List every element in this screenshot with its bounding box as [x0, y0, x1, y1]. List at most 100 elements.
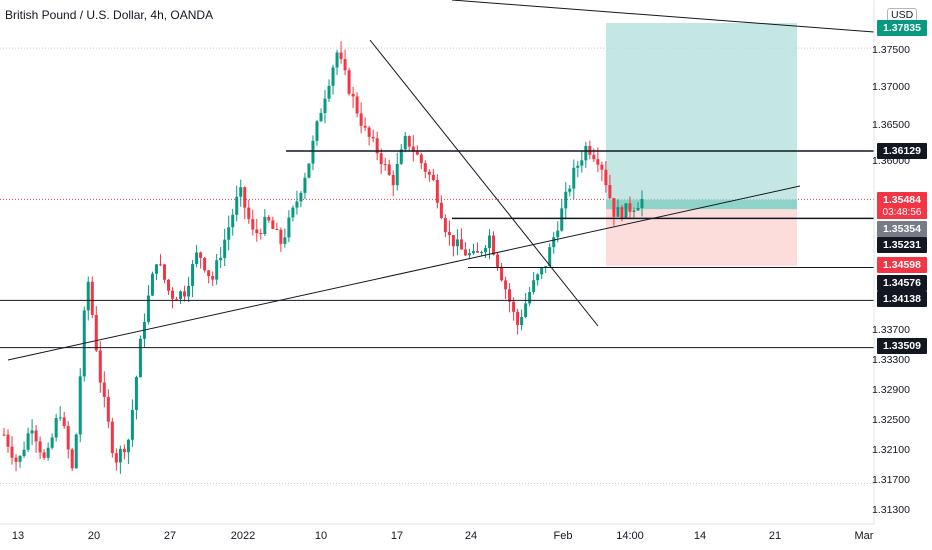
descending-trendline[interactable] — [369, 39, 599, 327]
time-axis-label: 13 — [11, 530, 25, 542]
time-axis-label: Feb — [553, 530, 573, 542]
candle-bear — [600, 164, 604, 170]
drawn-lines[interactable] — [0, 0, 875, 361]
candle-bull — [319, 113, 323, 122]
price-axis-label: 1.33300 — [872, 354, 910, 366]
resistance-high-tag[interactable]: 1.36129 — [877, 143, 927, 159]
candle-bear — [516, 311, 520, 326]
candle-bear — [183, 291, 187, 297]
candle-bull — [26, 433, 30, 450]
candle-bear — [251, 219, 255, 230]
candle-bear — [267, 217, 271, 221]
level-mid-tag[interactable]: 1.35231 — [877, 237, 927, 253]
time-axis-label: 10 — [314, 530, 328, 542]
stop-price-tag[interactable]: 1.34598 — [877, 257, 927, 273]
candle-bull — [239, 187, 243, 197]
position-zones[interactable] — [606, 22, 797, 266]
candle-bull — [179, 291, 183, 300]
candle-bull — [580, 160, 584, 166]
candle-bear — [110, 421, 114, 454]
candle-bull — [572, 167, 576, 189]
candle-bear — [415, 151, 419, 155]
candle-bear — [275, 228, 279, 230]
candle-bull — [560, 208, 564, 231]
candle-bull — [287, 217, 291, 238]
price-axis-label: 1.31300 — [872, 504, 910, 516]
candle-bull — [403, 136, 407, 150]
price-axis-label: 1.37500 — [872, 44, 910, 56]
candle-bear — [435, 180, 439, 203]
candle-bull — [235, 196, 239, 215]
level-low-tag[interactable]: 1.34576 — [877, 275, 927, 291]
open-profit-zone — [606, 199, 797, 210]
candle-bull — [540, 267, 544, 275]
candle-bull — [584, 145, 588, 161]
candle-bear — [62, 417, 66, 427]
candle-bear — [199, 252, 203, 258]
candle-bear — [496, 254, 500, 267]
candle-bear — [158, 264, 162, 266]
candle-bull — [548, 247, 552, 267]
candle-bear — [363, 125, 367, 128]
candle-bull — [636, 208, 640, 211]
candle-bull — [315, 121, 319, 141]
candle-bear — [203, 257, 207, 271]
candle-bull — [227, 227, 231, 240]
candle-bear — [387, 164, 391, 175]
candle-bull — [524, 303, 528, 318]
candle-bull — [138, 338, 142, 378]
support-2-tag[interactable]: 1.33509 — [877, 338, 927, 354]
price-axis-label: 1.37000 — [872, 81, 910, 93]
price-axis-label: 1.36500 — [872, 119, 910, 131]
candle-bear — [114, 453, 118, 463]
candle-bear — [34, 430, 38, 442]
candle-bear — [419, 154, 423, 164]
candle-bull — [215, 260, 219, 280]
candle-bull — [283, 237, 287, 244]
candle-bull — [532, 280, 536, 293]
candle-bear — [14, 457, 18, 462]
time-axis-label: 17 — [390, 530, 404, 542]
candle-bear — [279, 229, 283, 244]
candle-bear — [359, 113, 363, 126]
candle-bear — [500, 266, 504, 281]
candle-bear — [379, 153, 383, 165]
support-1-tag[interactable]: 1.34138 — [877, 291, 927, 307]
candle-bull — [54, 418, 58, 438]
candle-bear — [211, 276, 215, 280]
candle-bear — [98, 350, 102, 383]
candle-bull — [74, 434, 78, 469]
profit-zone[interactable] — [606, 22, 797, 210]
candle-bull — [291, 207, 295, 218]
candle-bear — [175, 298, 179, 300]
candle-bear — [592, 154, 596, 160]
currency-badge[interactable]: USD — [887, 8, 918, 22]
candle-bear — [355, 96, 359, 114]
time-axis-label: Mar — [854, 530, 874, 542]
current-price-tag[interactable]: 1.35484 — [877, 192, 927, 208]
candle-bull — [520, 317, 524, 326]
candle-bear — [10, 446, 14, 458]
candle-bear — [596, 159, 600, 165]
entry-price-tag[interactable]: 1.35354 — [877, 221, 927, 237]
candle-bear — [512, 301, 516, 312]
price-axis-label: 1.32100 — [872, 444, 910, 456]
candle-bear — [207, 270, 211, 277]
candle-bull — [295, 201, 299, 208]
candle-bear — [451, 235, 455, 247]
candle-bear — [243, 187, 247, 208]
candle-bull — [231, 214, 235, 228]
candle-bear — [66, 426, 70, 450]
ascending-trendline[interactable] — [7, 185, 801, 361]
candle-bear — [407, 136, 411, 147]
target-price-tag[interactable]: 1.37835 — [877, 20, 927, 36]
candle-bear — [628, 203, 632, 212]
candle-bear — [375, 138, 379, 154]
candle-bear — [339, 52, 343, 60]
candle-bear — [259, 233, 263, 235]
candle-bull — [488, 235, 492, 249]
candle-bull — [568, 188, 572, 192]
upper-trendline[interactable] — [451, 0, 875, 33]
candle-bull — [18, 455, 22, 462]
